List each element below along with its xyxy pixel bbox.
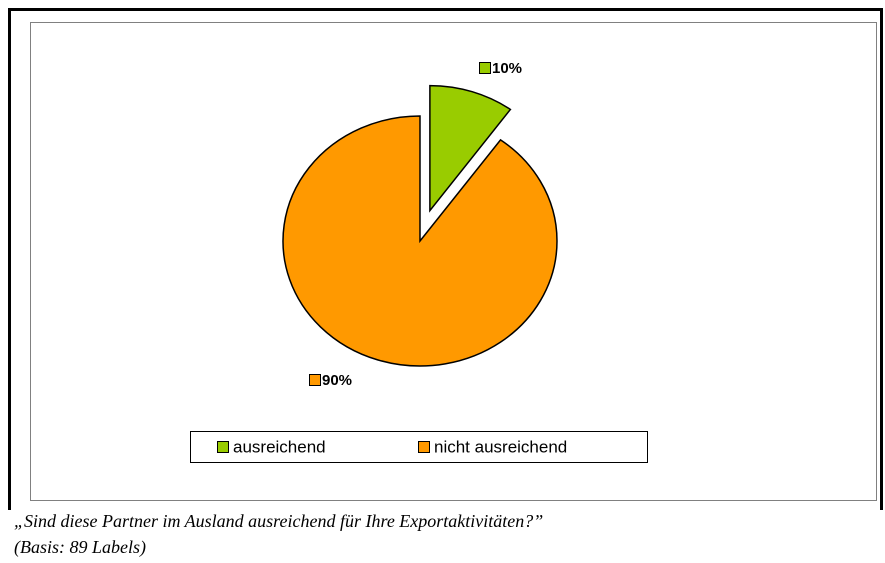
pie-slice bbox=[429, 84, 512, 213]
data-label: 10% bbox=[492, 60, 522, 77]
caption: (Basis: 89 Labels) bbox=[14, 537, 146, 558]
legend-swatch bbox=[217, 441, 229, 453]
pie-slice bbox=[282, 115, 558, 367]
frame bbox=[8, 8, 883, 510]
legend-label: nicht ausreichend bbox=[434, 437, 567, 456]
legend-label: ausreichend bbox=[233, 437, 326, 456]
data-label: 90% bbox=[322, 372, 352, 389]
caption: „Sind diese Partner im Ausland ausreiche… bbox=[14, 511, 543, 531]
label-swatch bbox=[309, 374, 321, 386]
legend-swatch bbox=[418, 441, 430, 453]
label-swatch bbox=[479, 62, 491, 74]
